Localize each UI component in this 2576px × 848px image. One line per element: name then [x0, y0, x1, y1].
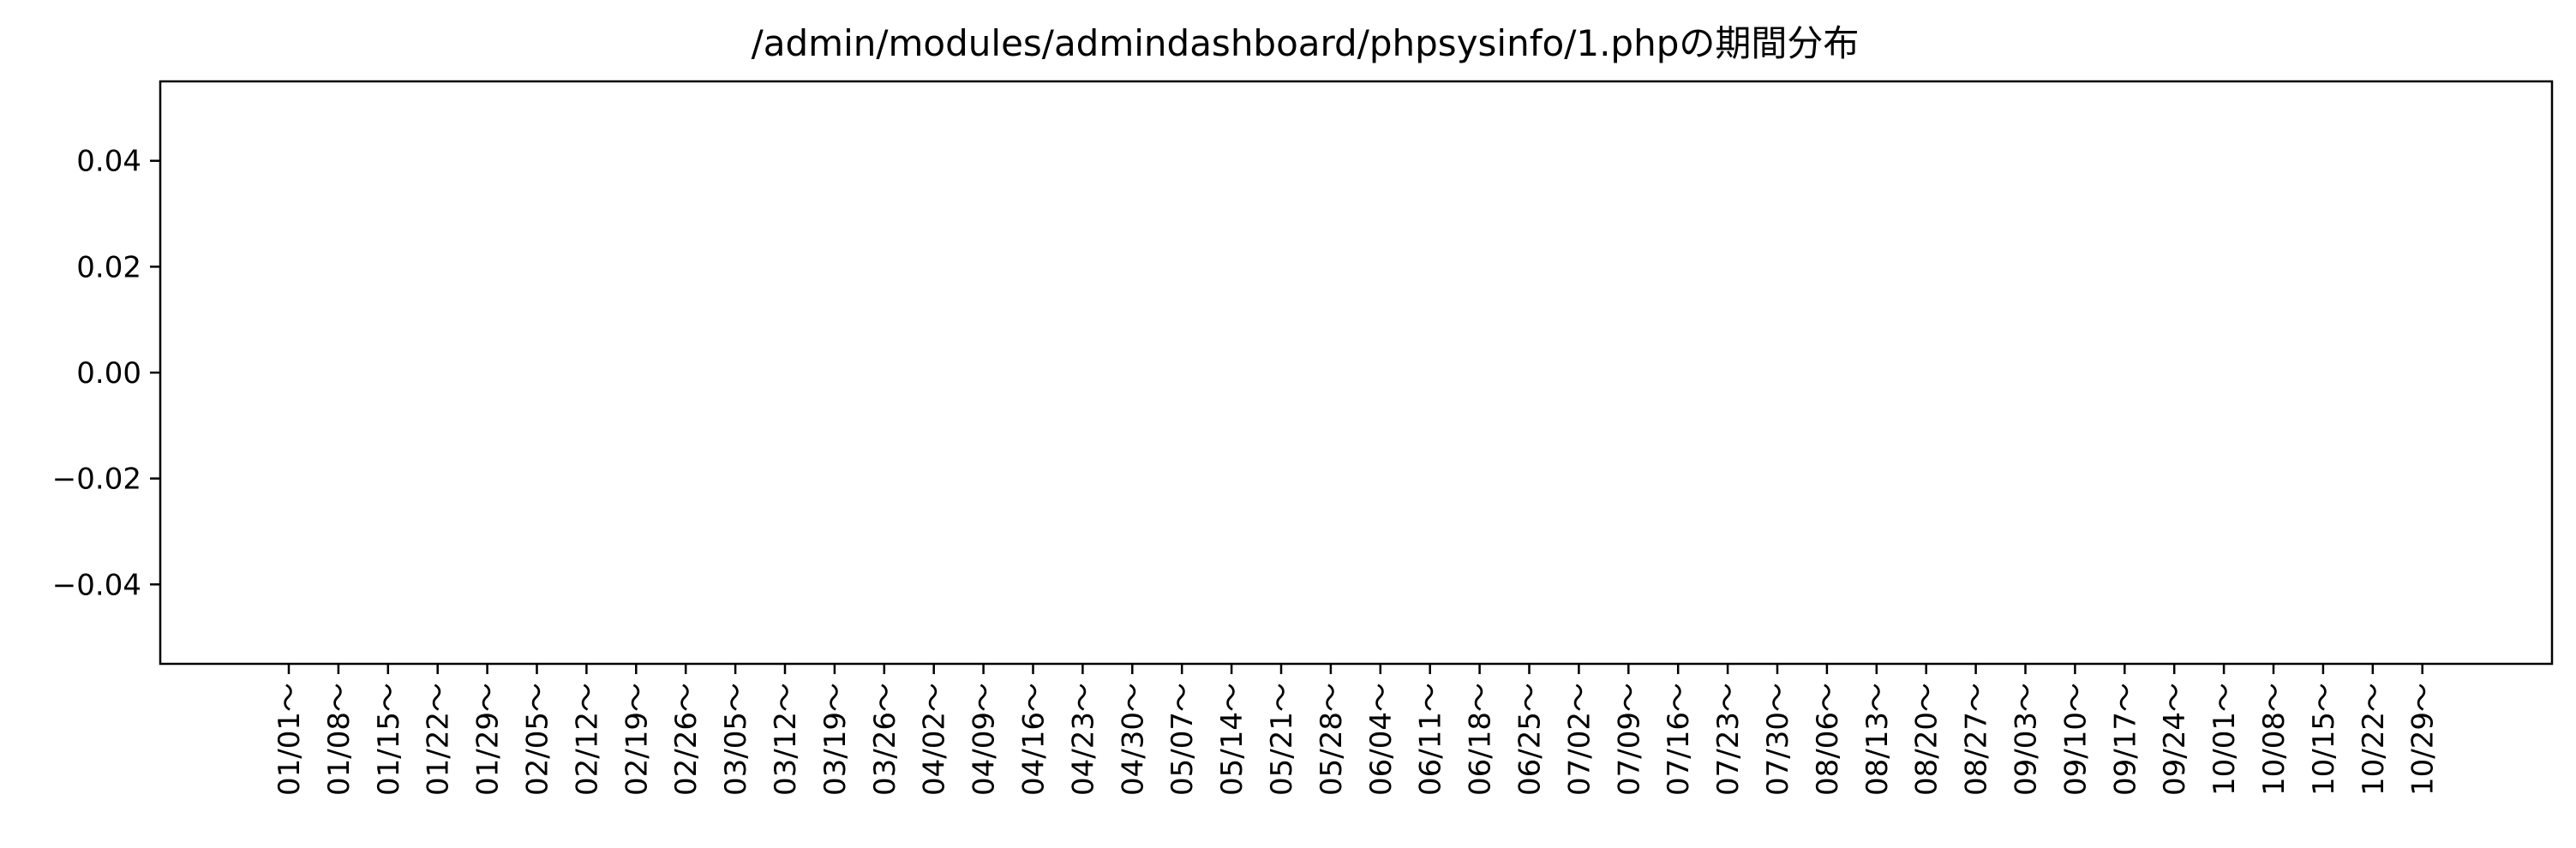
- plot-frame: [159, 80, 2554, 666]
- x-tick-label: 04/02～: [918, 683, 952, 796]
- x-tick-label: 01/01～: [273, 683, 307, 796]
- x-tick-label: 06/04～: [1364, 683, 1399, 796]
- x-tick-label: 06/25～: [1513, 683, 1548, 796]
- x-tick-label: 08/20～: [1910, 683, 1944, 796]
- x-tick-label: 04/23～: [1066, 683, 1100, 796]
- x-tick-label: 02/05～: [521, 683, 555, 796]
- x-tick-label: 09/17～: [2108, 683, 2142, 796]
- x-tick-label: 01/08～: [322, 683, 356, 796]
- x-tick-label: 08/27～: [1960, 683, 1994, 796]
- x-tick-label: 05/28～: [1315, 683, 1349, 796]
- y-tick-label: 0.04: [76, 145, 141, 179]
- x-tick-label: 07/02～: [1562, 683, 1597, 796]
- x-tick-label: 10/15～: [2307, 683, 2341, 796]
- x-tick-label: 01/15～: [372, 683, 406, 796]
- x-tick-label: 05/21～: [1265, 683, 1299, 796]
- x-tick-label: 04/30～: [1116, 683, 1150, 796]
- x-tick-label: 10/01～: [2208, 683, 2242, 796]
- y-axis: 0.04 0.02 0.00 −0.02 −0.04: [52, 145, 160, 602]
- x-tick-label: 10/29～: [2406, 683, 2441, 796]
- x-tick-label: 02/19～: [620, 683, 654, 796]
- x-tick-label: 07/23～: [1711, 683, 1746, 796]
- x-tick-label: 09/03～: [2010, 683, 2044, 796]
- y-tick-label: 0.02: [76, 250, 141, 284]
- x-tick-label: 02/12～: [570, 683, 604, 796]
- x-tick-label: 03/26～: [868, 683, 902, 796]
- x-tick-label: 03/19～: [818, 683, 853, 796]
- x-tick-label: 04/09～: [967, 683, 1002, 796]
- x-tick-label: 07/16～: [1662, 683, 1696, 796]
- x-tick-label: 07/30～: [1761, 683, 1795, 796]
- chart-title: /admin/modules/admindashboard/phpsysinfo…: [752, 22, 1860, 64]
- x-tick-label: 05/07～: [1165, 683, 1200, 796]
- x-tick-label: 06/11～: [1414, 683, 1448, 796]
- x-tick-label: 02/26～: [669, 683, 704, 796]
- x-tick-label: 06/18～: [1464, 683, 1498, 796]
- x-tick-label: 03/05～: [719, 683, 753, 796]
- x-tick-label: 03/12～: [769, 683, 803, 796]
- x-tick-label: 09/24～: [2158, 683, 2192, 796]
- y-tick-label: −0.04: [52, 568, 141, 602]
- x-tick-label: 10/22～: [2357, 683, 2391, 796]
- y-tick-label: −0.02: [52, 463, 141, 497]
- x-tick-label: 07/09～: [1612, 683, 1646, 796]
- x-tick-label: 08/06～: [1811, 683, 1845, 796]
- x-tick-label: 01/29～: [471, 683, 506, 796]
- x-tick-label: 10/08～: [2257, 683, 2291, 796]
- x-tick-label: 09/10～: [2058, 683, 2093, 796]
- x-tick-label: 05/14～: [1215, 683, 1249, 796]
- x-tick-label: 01/22～: [422, 683, 456, 796]
- x-tick-label: 04/16～: [1017, 683, 1051, 796]
- y-tick-label: 0.00: [76, 356, 141, 391]
- x-axis: 01/01～ 01/08～ 01/15～ 01/22～ 01/29～ 02/05～ 02/1…: [273, 664, 2441, 796]
- x-tick-label: 08/13～: [1860, 683, 1895, 796]
